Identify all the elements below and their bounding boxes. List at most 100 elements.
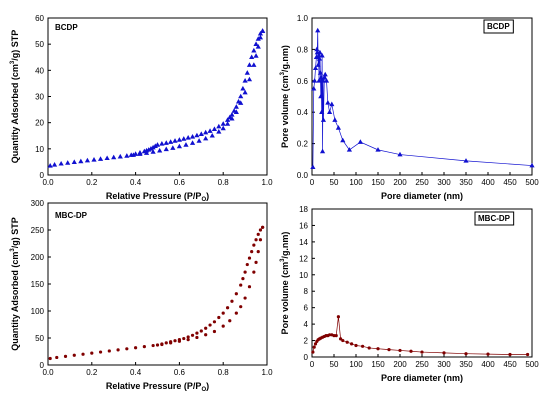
mbcdp-psd-xtick-label: 0 <box>310 360 315 369</box>
mbcdp-isotherm-data-point <box>261 225 265 229</box>
bcdp-isotherm-data-point <box>240 85 246 91</box>
bcdp-isotherm-data-point <box>242 78 248 83</box>
mbcdp-isotherm-xtick-label: 0.0 <box>42 368 54 377</box>
bcdp-isotherm-data-point <box>238 93 244 99</box>
mbcdp-isotherm-panel: 0.0 0.2 0.4 0.6 0.8 1.0 0 50 100 150 200 250 300 Rela… <box>10 199 273 393</box>
mbcdp-psd-xtick-label: 200 <box>393 360 407 369</box>
bcdp-psd-data-point <box>332 117 338 122</box>
bcdp-isotherm-data-point <box>224 121 231 126</box>
mbcdp-psd-ytick-label: 14 <box>299 238 308 247</box>
bcdp-isotherm-data-point <box>203 129 209 135</box>
bcdp-psd-ytick-label: 1.0 <box>297 14 309 23</box>
mbcdp-psd-xtick-label: 50 <box>330 360 339 369</box>
bcdp-isotherm-data-point <box>231 108 237 113</box>
mbcdp-psd-data-point <box>464 352 468 356</box>
mbcdp-isotherm-ytick-label: 200 <box>31 253 45 262</box>
mbcdp-isotherm-data-point <box>199 329 203 333</box>
bcdp-isotherm-data-point <box>216 129 222 134</box>
bcdp-psd-data-point <box>315 62 321 67</box>
mbcdp-psd-data-point <box>334 334 338 338</box>
bcdp-isotherm-data-point <box>47 163 53 168</box>
bcdp-isotherm-data-point <box>216 123 222 129</box>
mbcdp-isotherm-data-point <box>254 238 258 242</box>
bcdp-isotherm-data-point <box>78 158 84 164</box>
mbcdp-psd-ytick-label: 6 <box>304 304 309 313</box>
bcdp-isotherm-ytick-label: 20 <box>35 119 44 128</box>
bcdp-isotherm-data-point <box>249 54 255 60</box>
bcdp-isotherm-data-point <box>133 151 139 156</box>
mbcdp-psd-data-point <box>345 340 349 344</box>
bcdp-isotherm-data-point <box>170 145 176 150</box>
mbcdp-isotherm-data-point <box>190 333 195 337</box>
mbcdp-isotherm-data-point <box>258 238 263 242</box>
mbcdp-psd-xtick-label: 450 <box>503 360 517 369</box>
mbcdp-isotherm-data-point <box>116 348 120 352</box>
bcdp-isotherm-data-point <box>207 128 213 133</box>
mbcdp-psd-xtick-label: 350 <box>459 360 473 369</box>
bcdp-isotherm-data-point <box>141 148 147 154</box>
bcdp-psd-data-point <box>375 147 381 152</box>
bcdp-psd-data-point <box>319 52 325 58</box>
mbcdp-isotherm-data-point <box>258 228 263 232</box>
bcdp-isotherm-data-point <box>143 150 150 155</box>
mbcdp-isotherm-data-point <box>72 353 76 357</box>
bcdp-isotherm-data-point <box>229 112 235 117</box>
bcdp-psd-xtick-label: 200 <box>393 178 407 187</box>
bcdp-isotherm-data-point <box>168 139 174 144</box>
mbcdp-psd-data-point <box>526 352 530 357</box>
mbcdp-isotherm-data-point <box>160 342 164 346</box>
bcdp-psd-series-line <box>312 30 533 168</box>
mbcdp-psd-data-point <box>312 345 316 349</box>
bcdp-psd-data-point <box>314 46 320 52</box>
bcdp-psd-data-point <box>319 148 326 154</box>
bcdp-isotherm-data-point <box>159 141 165 146</box>
mbcdp-isotherm-data-point <box>221 324 225 328</box>
mbcdp-psd-ytick-label: 0 <box>304 353 309 362</box>
bcdp-isotherm-data-point <box>251 62 257 67</box>
bcdp-isotherm-data-point <box>137 149 143 155</box>
mbcdp-psd-data-point <box>350 342 354 346</box>
mbcdp-isotherm-data-point <box>125 347 129 351</box>
bcdp-isotherm-data-point <box>104 155 110 161</box>
bcdp-psd-data-point <box>312 65 319 71</box>
bcdp-isotherm-ytick-label: 40 <box>35 66 44 75</box>
mbcdp-isotherm-data-point <box>98 350 103 354</box>
bcdp-psd-data-point <box>357 139 363 144</box>
bcdp-psd-xlabel: Pore diameter (nm) <box>381 191 463 201</box>
mbcdp-psd-data-point <box>398 348 402 353</box>
bcdp-psd-xtick-label: 100 <box>349 178 363 187</box>
bcdp-psd-data-point <box>327 109 333 114</box>
mbcdp-psd-data-point <box>339 337 343 341</box>
bcdp-psd-data-point <box>323 78 330 83</box>
bcdp-psd-title: BCDP <box>487 22 510 31</box>
bcdp-isotherm-data-point <box>71 159 77 164</box>
mbcdp-isotherm-data-point <box>186 338 190 342</box>
mbcdp-isotherm-data-point <box>173 339 177 343</box>
bcdp-psd-data-point <box>320 78 326 83</box>
bcdp-isotherm-data-point <box>227 114 233 120</box>
bcdp-isotherm-data-point <box>181 136 187 141</box>
bcdp-psd-xtick-label: 300 <box>437 178 451 187</box>
bcdp-isotherm-data-point <box>238 100 244 105</box>
bcdp-psd-data-point <box>397 151 403 157</box>
mbcdp-psd-ylabel: Pore volume (cm3/g.nm) <box>280 232 290 335</box>
bcdp-psd-xtick-label: 150 <box>371 178 385 187</box>
mbcdp-psd-data-point <box>376 347 380 351</box>
bcdp-isotherm-data-point <box>97 156 104 161</box>
mbcdp-isotherm-data-point <box>151 343 155 348</box>
mbcdp-psd-data-point <box>361 344 365 348</box>
bcdp-isotherm-data-point <box>246 62 253 67</box>
mbcdp-isotherm-data-point <box>234 292 238 296</box>
bcdp-isotherm-data-point <box>84 157 91 163</box>
bcdp-isotherm-data-point <box>194 132 200 138</box>
bcdp-psd-xtick-label: 400 <box>481 178 495 187</box>
mbcdp-isotherm-data-point <box>164 341 168 345</box>
bcdp-isotherm-series-desorption <box>128 28 266 157</box>
mbcdp-isotherm-ylabel: Quantity Adsorbed (cm3/g) STP <box>10 217 20 351</box>
bcdp-isotherm-data-point <box>157 147 163 153</box>
bcdp-psd-xtick-label: 500 <box>525 178 539 187</box>
bcdp-isotherm-xtick-label: 0.8 <box>218 178 230 187</box>
mbcdp-isotherm-data-point <box>169 340 173 344</box>
mbcdp-isotherm-plot-frame <box>47 202 268 366</box>
mbcdp-isotherm-data-point <box>204 333 208 337</box>
